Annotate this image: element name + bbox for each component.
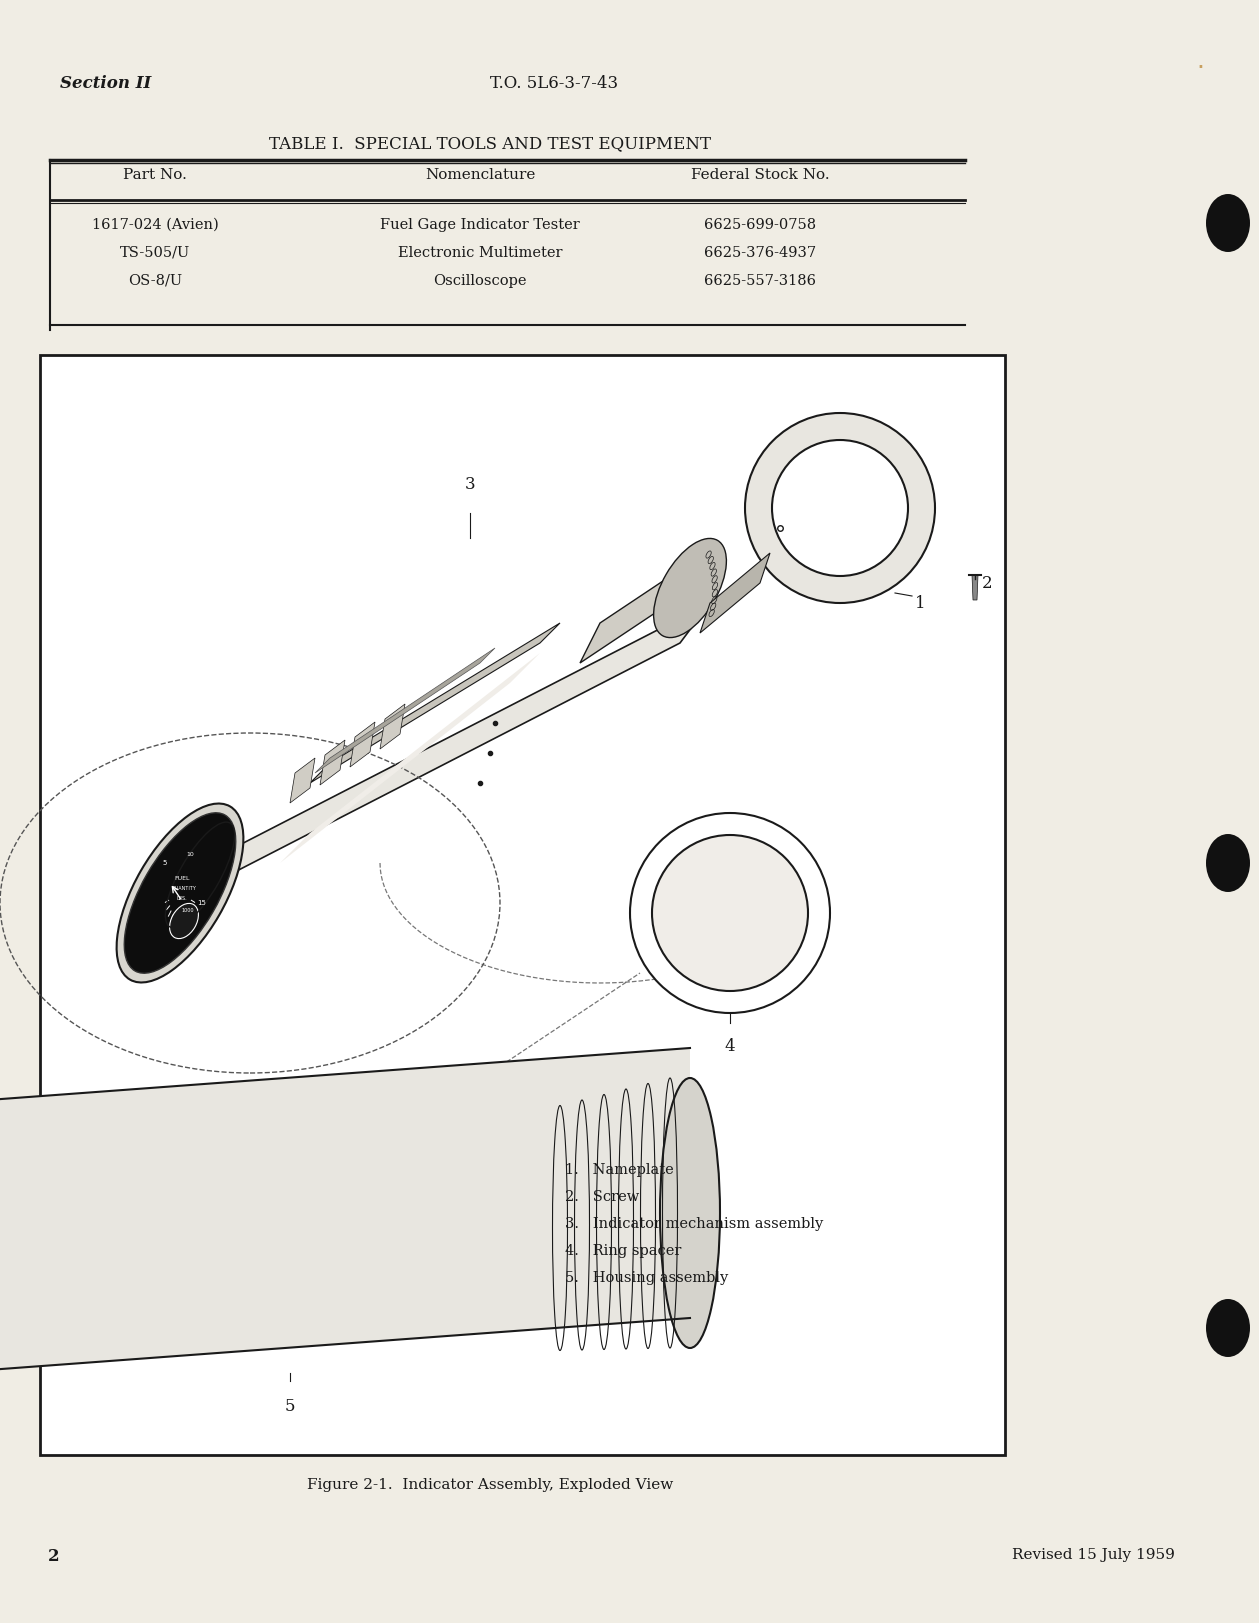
Polygon shape <box>380 704 405 748</box>
Text: 2: 2 <box>982 575 992 591</box>
Text: 2.   Screw: 2. Screw <box>565 1190 640 1204</box>
Text: Electronic Multimeter: Electronic Multimeter <box>398 247 563 260</box>
Ellipse shape <box>653 539 726 638</box>
Text: 5: 5 <box>162 860 167 867</box>
Ellipse shape <box>1206 1298 1250 1357</box>
Text: 10: 10 <box>186 852 194 857</box>
Text: Oscilloscope: Oscilloscope <box>433 274 526 287</box>
Text: 1: 1 <box>915 594 925 612</box>
Bar <box>40 355 1005 1454</box>
Ellipse shape <box>125 813 235 974</box>
Polygon shape <box>350 722 375 768</box>
Polygon shape <box>279 652 540 863</box>
Text: T.O. 5L6-3-7-43: T.O. 5L6-3-7-43 <box>490 75 618 93</box>
Text: 5: 5 <box>285 1397 296 1415</box>
Text: 4.   Ring spacer: 4. Ring spacer <box>565 1243 681 1258</box>
Text: QUANTITY: QUANTITY <box>171 886 196 891</box>
Ellipse shape <box>117 803 243 982</box>
Polygon shape <box>310 623 560 782</box>
Polygon shape <box>0 1048 690 1378</box>
Ellipse shape <box>170 904 199 938</box>
Polygon shape <box>320 740 345 786</box>
Text: 1000: 1000 <box>181 909 194 914</box>
Ellipse shape <box>1206 834 1250 893</box>
Ellipse shape <box>1206 195 1250 252</box>
Text: TS-505/U: TS-505/U <box>120 247 190 260</box>
Text: 6625-699-0758: 6625-699-0758 <box>704 217 816 232</box>
Polygon shape <box>700 553 771 633</box>
Text: 5.   Housing assembly: 5. Housing assembly <box>565 1271 728 1285</box>
Text: 2: 2 <box>48 1548 59 1565</box>
Text: 1.   Nameplate: 1. Nameplate <box>565 1164 674 1177</box>
Text: Revised 15 July 1959: Revised 15 July 1959 <box>1012 1548 1175 1561</box>
Ellipse shape <box>630 813 830 1013</box>
Text: Part No.: Part No. <box>123 169 186 182</box>
Text: Nomenclature: Nomenclature <box>424 169 535 182</box>
Ellipse shape <box>745 412 935 604</box>
Text: 1617-024 (Avien): 1617-024 (Avien) <box>92 217 218 232</box>
Text: 3: 3 <box>465 476 476 493</box>
Polygon shape <box>972 575 978 601</box>
Polygon shape <box>580 544 720 664</box>
Text: 3.   Indicator mechanism assembly: 3. Indicator mechanism assembly <box>565 1217 823 1230</box>
Text: Figure 2-1.  Indicator Assembly, Exploded View: Figure 2-1. Indicator Assembly, Exploded… <box>307 1479 674 1492</box>
Polygon shape <box>315 648 495 773</box>
Polygon shape <box>290 758 315 803</box>
Text: 6625-376-4937: 6625-376-4937 <box>704 247 816 260</box>
Text: Federal Stock No.: Federal Stock No. <box>691 169 830 182</box>
Polygon shape <box>155 604 710 914</box>
Text: FUEL: FUEL <box>174 875 190 881</box>
Text: 15: 15 <box>198 901 206 906</box>
Text: LBS.: LBS. <box>176 896 188 901</box>
Text: Fuel Gage Indicator Tester: Fuel Gage Indicator Tester <box>380 217 580 232</box>
Text: ·: · <box>1196 57 1204 80</box>
Text: Section II: Section II <box>60 75 151 93</box>
Ellipse shape <box>652 834 808 992</box>
Ellipse shape <box>660 1078 720 1349</box>
Text: TABLE I.  SPECIAL TOOLS AND TEST EQUIPMENT: TABLE I. SPECIAL TOOLS AND TEST EQUIPMEN… <box>269 135 711 153</box>
Text: OS-8/U: OS-8/U <box>128 274 183 287</box>
Text: 6625-557-3186: 6625-557-3186 <box>704 274 816 287</box>
Text: 4: 4 <box>725 1039 735 1055</box>
Ellipse shape <box>772 440 908 576</box>
